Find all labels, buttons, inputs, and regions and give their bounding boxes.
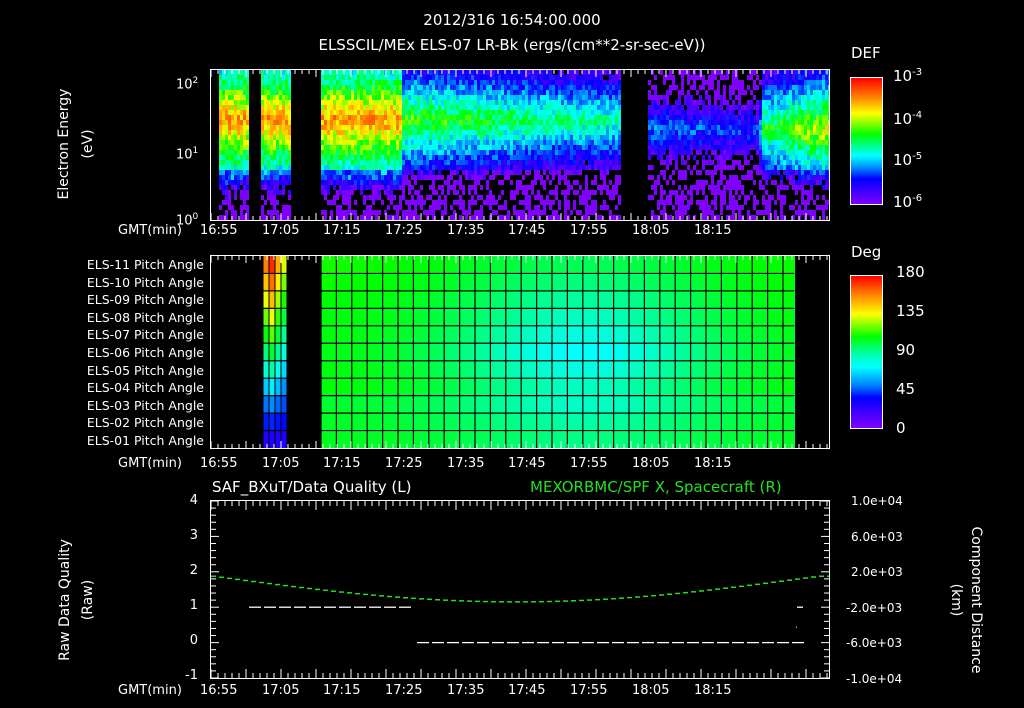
colorbar-deg-135: 135 <box>896 302 925 320</box>
panel3-right-title: MEXORBMC/SPF X, Spacecraft (R) <box>530 478 782 496</box>
pitch-angle-row-label: ELS-02 Pitch Angle <box>86 415 204 431</box>
colorbar-def-label-1e-3: 10-3 <box>893 67 923 85</box>
time-tick-label: 18:15 <box>694 683 732 698</box>
time-axis-label: GMT(min) <box>118 223 182 238</box>
energy-spectrogram <box>210 69 830 221</box>
time-tick-label: 17:25 <box>385 223 423 238</box>
colorbar-deg-45: 45 <box>896 380 916 398</box>
pitch-angle-row-label: ELS-05 Pitch Angle <box>86 362 204 378</box>
pitch-angle-row-label: ELS-04 Pitch Angle <box>86 380 204 396</box>
plot-timestamp: 2012/316 16:54:00.000 <box>423 11 601 29</box>
left-ytick-label: 0 <box>189 633 198 648</box>
time-tick-label: 17:45 <box>508 683 546 698</box>
panel3-ylabel-left: Raw Data Quality <box>57 520 73 680</box>
ytick-10: 101 <box>176 146 199 163</box>
ylabel-left-line2: (Raw) <box>80 579 96 621</box>
left-ytick-label: 2 <box>189 563 198 578</box>
panel3-left-title: SAF_BXuT/Data Quality (L) <box>212 478 412 496</box>
right-ytick-label: 2.0e+03 <box>851 565 903 579</box>
left-ytick-label: 3 <box>189 528 198 543</box>
time-tick-label: 17:55 <box>570 223 608 238</box>
panel1-ylabel-unit: (eV) <box>80 64 96 224</box>
time-tick-label: 17:05 <box>262 223 300 238</box>
time-tick-label: 17:25 <box>385 456 423 471</box>
pitch-angle-row-label: ELS-11 Pitch Angle <box>86 257 204 272</box>
left-ytick-label: 1 <box>189 598 198 613</box>
pitch-angle-row-label: ELS-08 Pitch Angle <box>86 309 204 325</box>
colorbar-deg-90: 90 <box>896 341 916 359</box>
pitch-angle-row-label: ELS-10 Pitch Angle <box>86 274 204 290</box>
colorbar-def-label-1e-5: 10-5 <box>893 151 923 169</box>
time-tick-label: 17:35 <box>447 456 485 471</box>
panel3-ylabel-right-unit: (km) <box>948 520 964 680</box>
time-tick-label: 17:15 <box>323 683 361 698</box>
left-ytick-label: -1 <box>185 668 198 683</box>
time-tick-label: 16:55 <box>200 456 238 471</box>
time-tick-label: 18:15 <box>694 456 732 471</box>
right-ytick-label: -6.0e+03 <box>846 636 903 650</box>
ytick-100: 102 <box>176 76 199 93</box>
colorbar-def-label-1e-6: 10-6 <box>893 193 923 211</box>
plot-subtitle: ELSSCIL/MEx ELS-07 LR-Bk (ergs/(cm**2-sr… <box>318 36 706 54</box>
colorbar-deg-0: 0 <box>896 419 906 437</box>
ylabel-left-line1: Raw Data Quality <box>57 539 73 661</box>
colorbar-def <box>850 77 883 205</box>
right-ytick-label: -2.0e+03 <box>846 600 903 615</box>
time-tick-label: 17:15 <box>323 456 361 471</box>
colorbar-deg-title: Deg <box>851 243 882 261</box>
ylabel-line2: (eV) <box>80 129 96 159</box>
line-plot-area <box>210 500 830 679</box>
pitch-angle-row-label: ELS-03 Pitch Angle <box>86 397 204 413</box>
time-tick-label: 18:15 <box>694 223 732 238</box>
right-ytick-label: 6.0e+03 <box>851 529 903 544</box>
pitch-angle-canvas <box>211 256 828 448</box>
ylabel-right-line1: Component Distance <box>968 526 984 674</box>
pitch-angle-row-label: ELS-07 Pitch Angle <box>86 327 204 343</box>
time-tick-label: 17:05 <box>262 456 300 471</box>
time-tick-label: 16:55 <box>200 223 238 238</box>
pitch-angle-row-label: ELS-09 Pitch Angle <box>86 292 204 308</box>
time-tick-label: 17:05 <box>262 683 300 698</box>
time-tick-label: 17:45 <box>508 223 546 238</box>
time-tick-label: 18:05 <box>632 683 670 698</box>
time-tick-label: 17:45 <box>508 456 546 471</box>
time-tick-label: 17:55 <box>570 456 608 471</box>
left-ytick-label: 4 <box>189 493 198 508</box>
pitch-angle-row-label: ELS-06 Pitch Angle <box>86 345 204 360</box>
panel3-ylabel-right: Component Distance <box>968 520 984 680</box>
time-tick-label: 17:35 <box>447 223 485 238</box>
time-tick-label: 17:35 <box>447 683 485 698</box>
panel3-ylabel-left-unit: (Raw) <box>80 520 96 680</box>
time-tick-label: 18:05 <box>632 223 670 238</box>
colorbar-deg-180: 180 <box>896 263 925 281</box>
panel1-ylabel: Electron Energy <box>56 64 72 224</box>
time-tick-label: 17:55 <box>570 683 608 698</box>
ylabel-right-line2: (km) <box>948 583 964 617</box>
time-tick-label: 16:55 <box>200 683 238 698</box>
pitch-angle-row-label: ELS-01 Pitch Angle <box>86 433 204 448</box>
ytick-1: 100 <box>176 212 199 229</box>
time-tick-label: 18:05 <box>632 456 670 471</box>
right-ytick-label: 1.0e+04 <box>851 494 903 508</box>
colorbar-def-label-1e-4: 10-4 <box>893 110 923 128</box>
time-tick-label: 17:15 <box>323 223 361 238</box>
right-ytick-label: -1.0e+04 <box>846 671 903 686</box>
time-axis-label-2: GMT(min) <box>118 456 182 471</box>
colorbar-def-title: DEF <box>851 44 881 62</box>
line-plot-canvas <box>211 501 829 678</box>
colorbar-deg <box>850 275 883 429</box>
time-tick-label: 17:25 <box>385 683 423 698</box>
time-axis-label-3: GMT(min) <box>118 683 182 698</box>
spectrogram-canvas <box>211 70 829 220</box>
ylabel-line1: Electron Energy <box>56 88 72 200</box>
pitch-angle-heatmap <box>210 255 830 449</box>
